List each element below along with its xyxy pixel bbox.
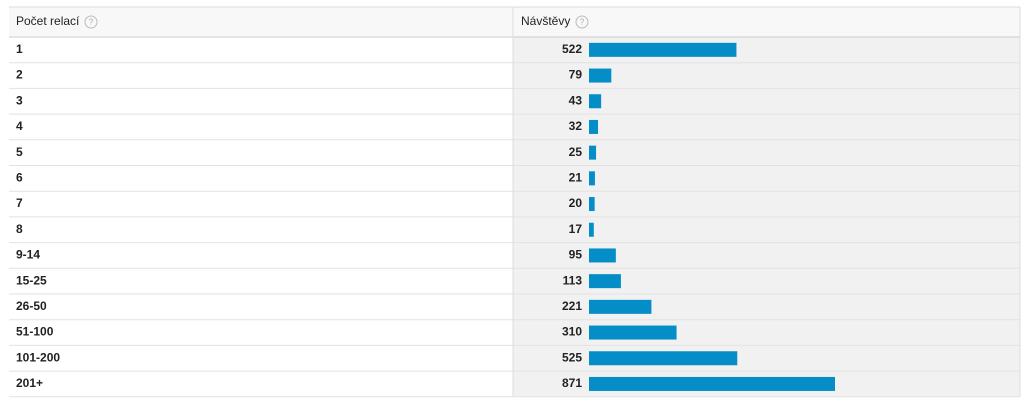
value-label: 522 xyxy=(562,42,582,56)
value-label: 221 xyxy=(562,299,582,313)
value-label: 525 xyxy=(562,350,582,364)
bar xyxy=(589,68,612,83)
value-label: 95 xyxy=(569,248,583,262)
bar xyxy=(589,299,652,314)
column-header[interactable]: Počet relací xyxy=(16,14,80,28)
bar xyxy=(589,351,738,366)
category-label: 1 xyxy=(16,42,23,56)
category-label: 101-200 xyxy=(16,350,60,364)
category-label: 51-100 xyxy=(16,325,54,339)
value-label: 43 xyxy=(569,93,583,107)
category-label: 15-25 xyxy=(16,273,47,287)
category-label: 6 xyxy=(16,171,23,185)
column-header[interactable]: Návštěvy xyxy=(521,14,570,28)
bar xyxy=(589,171,595,186)
value-label: 20 xyxy=(569,196,583,210)
value-label: 25 xyxy=(569,145,583,159)
bar xyxy=(589,248,616,263)
help-icon[interactable]: ? xyxy=(84,15,98,29)
category-label: 9-14 xyxy=(16,248,40,262)
value-label: 17 xyxy=(569,222,583,236)
header-bg xyxy=(9,7,1020,37)
value-label: 79 xyxy=(569,68,583,82)
help-icon[interactable]: ? xyxy=(575,15,589,29)
svg-text:?: ? xyxy=(580,18,585,27)
svg-text:?: ? xyxy=(89,18,94,27)
bar xyxy=(589,325,677,340)
category-label: 8 xyxy=(16,222,23,236)
value-label: 21 xyxy=(569,171,583,185)
category-label: 7 xyxy=(16,196,23,210)
bar xyxy=(589,376,835,391)
category-label: 3 xyxy=(16,93,23,107)
category-label: 4 xyxy=(16,119,23,133)
value-label: 113 xyxy=(563,273,583,287)
value-label: 32 xyxy=(569,119,583,133)
bar xyxy=(589,222,594,237)
category-label: 2 xyxy=(16,68,23,82)
bar xyxy=(589,197,595,212)
value-label: 310 xyxy=(562,325,582,339)
value-label: 871 xyxy=(562,376,582,390)
category-label: 5 xyxy=(16,145,23,159)
bar xyxy=(589,119,599,134)
bar xyxy=(589,42,737,57)
category-label: 26-50 xyxy=(16,299,47,313)
category-label: 201+ xyxy=(16,376,43,390)
bar xyxy=(589,145,597,160)
bar xyxy=(589,274,621,289)
bar xyxy=(589,94,602,109)
